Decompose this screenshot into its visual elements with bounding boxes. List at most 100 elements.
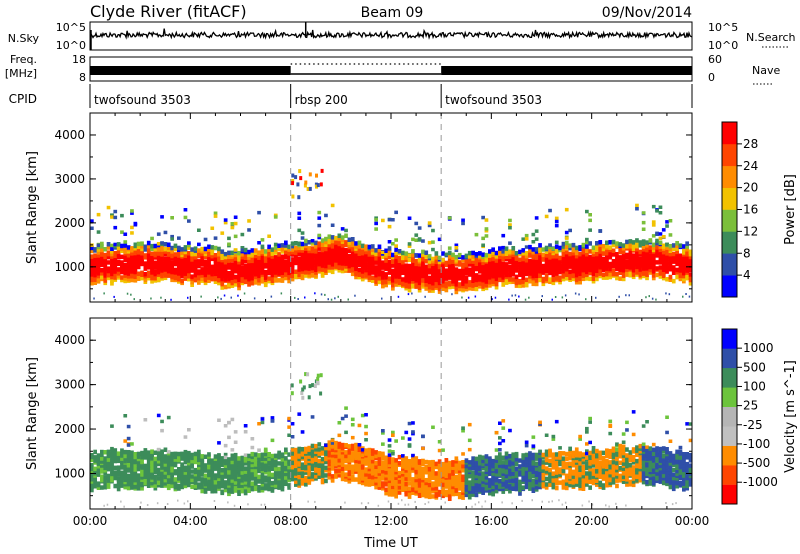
heatmap-cell	[581, 467, 586, 472]
heatmap-cell	[611, 462, 616, 468]
heatmap-cell	[103, 477, 108, 483]
heatmap-cell	[678, 243, 683, 248]
heatmap-cell	[314, 251, 318, 257]
heatmap-cell	[140, 481, 144, 486]
heatmap-cell	[437, 262, 442, 267]
heatmap-cell	[156, 246, 161, 251]
heatmap-cell	[200, 454, 205, 459]
heatmap-cell	[166, 485, 171, 491]
heatmap-cell	[431, 460, 435, 464]
heatmap-cell	[571, 251, 576, 256]
heatmap-cell	[330, 447, 335, 452]
heatmap-cell	[374, 268, 378, 274]
heatmap-cell	[347, 468, 352, 473]
heatmap-cell	[103, 456, 108, 461]
heatmap-cell	[270, 259, 275, 265]
heatmap-cell	[407, 491, 412, 496]
heatmap-cell	[317, 210, 322, 215]
heatmap-cell	[230, 222, 235, 226]
heatmap-cell	[210, 271, 215, 277]
heatmap-cell	[454, 258, 459, 263]
heatmap-cell	[207, 250, 211, 255]
heatmap-cell	[618, 448, 623, 454]
heatmap-cell	[484, 482, 489, 488]
heatmap-cell	[451, 284, 455, 289]
heatmap-cell	[478, 501, 480, 504]
heatmap-cell	[200, 479, 205, 484]
heatmap-cell	[277, 252, 281, 257]
heatmap-cell	[213, 261, 218, 266]
heatmap-cell	[484, 475, 489, 480]
heatmap-cell	[648, 253, 653, 259]
heatmap-cell	[601, 461, 606, 467]
heatmap-cell	[364, 424, 368, 429]
heatmap-cell	[641, 263, 646, 269]
heatmap-cell	[528, 263, 532, 269]
heatmap-cell	[324, 236, 328, 242]
heatmap-cell	[427, 254, 432, 259]
heatmap-cell	[531, 255, 536, 260]
heatmap-cell	[243, 277, 248, 282]
heatmap-cell	[324, 451, 328, 457]
heatmap-cell	[187, 242, 191, 248]
heatmap-cell	[598, 255, 603, 261]
heatmap-cell	[427, 259, 432, 264]
heatmap-cell	[120, 465, 124, 470]
heatmap-cell	[367, 482, 372, 487]
heatmap-cell	[103, 461, 108, 466]
heatmap-cell	[130, 454, 134, 459]
heatmap-cell	[615, 463, 619, 468]
heatmap-cell	[130, 485, 134, 490]
y-tick-label: 3000	[54, 172, 85, 186]
heatmap-cell	[280, 273, 285, 278]
heatmap-cell	[508, 275, 512, 281]
heatmap-cell	[601, 259, 606, 264]
heatmap-cell	[93, 270, 97, 275]
heatmap-cell	[130, 472, 134, 477]
heatmap-cell	[103, 480, 108, 485]
heatmap-cell	[427, 478, 432, 483]
heatmap-cell	[551, 471, 556, 476]
heatmap-cell	[541, 476, 546, 481]
heatmap-cell	[140, 477, 144, 482]
heatmap-cell	[270, 466, 275, 471]
heatmap-cell	[310, 248, 315, 254]
heatmap-cell	[133, 246, 138, 251]
heatmap-cell	[601, 275, 606, 280]
heatmap-cell	[146, 240, 151, 246]
heatmap-cell	[294, 447, 298, 453]
heatmap-cell	[377, 266, 382, 272]
heatmap-cell	[166, 455, 171, 461]
heatmap-cell	[133, 259, 138, 264]
heatmap-cell	[598, 240, 603, 245]
heatmap-cell	[213, 276, 218, 282]
heatmap-cell	[427, 285, 432, 290]
heatmap-cell	[210, 466, 215, 471]
heatmap-cell	[364, 482, 368, 487]
heatmap-cell	[568, 465, 572, 471]
heatmap-cell	[417, 472, 422, 478]
heatmap-cell	[110, 281, 114, 286]
heatmap-cell	[554, 296, 557, 298]
heatmap-cell	[574, 292, 577, 295]
heatmap-cell	[330, 453, 335, 458]
heatmap-cell	[360, 467, 365, 473]
heatmap-cell	[250, 265, 255, 270]
heatmap-cell	[330, 474, 335, 479]
heatmap-cell	[170, 457, 174, 462]
heatmap-cell	[166, 450, 171, 454]
heatmap-cell	[314, 449, 318, 454]
heatmap-cell	[257, 485, 261, 490]
heatmap-cell	[257, 250, 261, 255]
heatmap-cell	[357, 267, 362, 273]
heatmap-cell	[290, 456, 295, 461]
heatmap-cell	[541, 276, 546, 282]
heatmap-cell	[668, 265, 673, 270]
heatmap-cell	[504, 486, 509, 492]
heatmap-cell	[621, 243, 626, 248]
heatmap-cell	[166, 467, 171, 473]
heatmap-cell	[651, 204, 656, 209]
heatmap-cell	[126, 277, 131, 282]
heatmap-cell	[414, 483, 419, 488]
heatmap-cell	[177, 269, 181, 274]
